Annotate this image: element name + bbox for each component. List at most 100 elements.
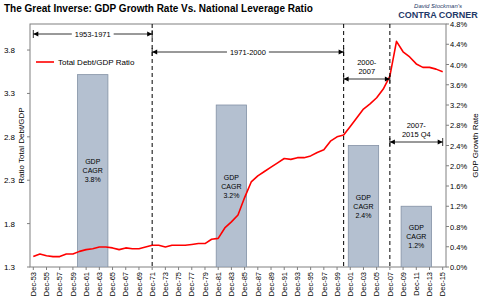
x-tick-label: Dec-89 bbox=[267, 272, 276, 296]
x-tick bbox=[125, 267, 126, 270]
y2-tick-label: 4.8% bbox=[450, 20, 467, 29]
x-tick-label: Dec-65 bbox=[108, 272, 117, 296]
x-tick-label: Dec-81 bbox=[214, 272, 223, 296]
bar-name-label: CAGR bbox=[83, 167, 103, 174]
arrow-head bbox=[339, 50, 344, 55]
y2-tick bbox=[446, 145, 449, 146]
x-tick-label: Dec-85 bbox=[240, 272, 249, 296]
y2-tick bbox=[446, 246, 449, 247]
x-tick-label: Dec-09 bbox=[399, 272, 408, 296]
y2-tick bbox=[446, 226, 449, 227]
x-tick-label: Dec-87 bbox=[254, 272, 263, 296]
x-tick bbox=[376, 267, 377, 270]
bar-name-label: GDP bbox=[85, 158, 101, 165]
x-tick-label: Dec-79 bbox=[201, 272, 210, 296]
annotation-label: 2007-2015 Q4 bbox=[402, 121, 431, 139]
x-tick bbox=[442, 267, 443, 270]
x-tick bbox=[429, 267, 430, 270]
y-axis-title: Ratio Total Debt/GDP bbox=[17, 107, 26, 183]
x-tick bbox=[363, 267, 364, 270]
arrow-head bbox=[438, 140, 443, 145]
x-tick bbox=[46, 267, 47, 270]
arrow-head bbox=[344, 77, 349, 82]
bar-name-label: GDP bbox=[356, 194, 372, 201]
x-tick bbox=[297, 267, 298, 270]
y2-tick-label: 2.4% bbox=[450, 142, 467, 151]
title: The Great Inverse: GDP Growth Rate Vs. N… bbox=[4, 3, 313, 14]
x-tick bbox=[204, 267, 205, 270]
y-tick-label: 2.8 bbox=[4, 133, 16, 142]
plot-marks bbox=[33, 41, 442, 267]
x-tick-label: Dec-15 bbox=[438, 272, 447, 296]
bar-name-label: GDP bbox=[224, 174, 240, 181]
period-arrow bbox=[390, 142, 443, 143]
legend-label: Total Debt/GDP Ratio bbox=[58, 58, 135, 67]
x-tick bbox=[350, 267, 351, 270]
x-tick-label: Dec-03 bbox=[359, 272, 368, 296]
x-tick-label: Dec-75 bbox=[174, 272, 183, 296]
x-tick-label: Dec-13 bbox=[425, 272, 434, 296]
bar bbox=[216, 105, 246, 267]
x-tick-label: Dec-11 bbox=[412, 272, 421, 296]
y-tick bbox=[27, 180, 30, 181]
x-tick-label: Dec-95 bbox=[306, 272, 315, 296]
period-divider bbox=[389, 24, 390, 267]
y2-tick bbox=[446, 105, 449, 106]
y-tick-label: 1.3 bbox=[4, 263, 16, 272]
x-tick bbox=[244, 267, 245, 270]
bar-name-label: CAGR bbox=[406, 233, 426, 240]
x-tick-label: Dec-71 bbox=[148, 272, 157, 296]
y2-tick bbox=[446, 267, 449, 268]
period-arrow bbox=[344, 79, 390, 80]
x-tick bbox=[72, 267, 73, 270]
arrow-head bbox=[147, 32, 152, 37]
x-tick bbox=[271, 267, 272, 270]
x-tick bbox=[112, 267, 113, 270]
legend-swatch bbox=[36, 61, 54, 63]
y-tick-label: 1.8 bbox=[4, 220, 16, 229]
bar-name-label: GDP bbox=[409, 224, 425, 231]
x-tick-label: Dec-05 bbox=[372, 272, 381, 296]
x-tick bbox=[257, 267, 258, 270]
x-tick bbox=[33, 267, 34, 270]
bar-value-label: 3.2% bbox=[223, 192, 239, 199]
y2-tick-label: 1.6% bbox=[450, 182, 467, 191]
y2-axis-title: GDP Growth Rate bbox=[471, 113, 480, 178]
x-tick bbox=[178, 267, 179, 270]
x-tick bbox=[389, 267, 390, 270]
bar-value-label: 2.4% bbox=[355, 212, 371, 219]
bar-name-label: CAGR bbox=[221, 183, 241, 190]
x-tick-label: Dec-63 bbox=[95, 272, 104, 296]
arrow-head bbox=[390, 140, 395, 145]
y2-tick-label: 1.2% bbox=[450, 202, 467, 211]
x-tick bbox=[99, 267, 100, 270]
x-tick-label: Dec-57 bbox=[55, 272, 64, 296]
y-tick bbox=[27, 93, 30, 94]
y2-tick bbox=[446, 64, 449, 65]
y2-tick-label: 3.2% bbox=[450, 101, 467, 110]
y2-tick-label: 0.0% bbox=[450, 263, 467, 272]
y2-tick bbox=[446, 24, 449, 25]
y2-tick-label: 4.0% bbox=[450, 61, 467, 70]
y2-tick bbox=[446, 165, 449, 166]
x-tick-label: Dec-55 bbox=[42, 272, 51, 296]
y2-tick-label: 4.4% bbox=[450, 40, 467, 49]
y2-tick bbox=[446, 186, 449, 187]
x-tick bbox=[323, 267, 324, 270]
y-tick bbox=[27, 223, 30, 224]
y-tick bbox=[27, 50, 30, 51]
annotation-bg bbox=[72, 29, 114, 39]
x-tick bbox=[59, 267, 60, 270]
y2-tick bbox=[446, 84, 449, 85]
x-tick bbox=[310, 267, 311, 270]
y-tick bbox=[27, 136, 30, 137]
annotation-label: 1971-2000 bbox=[230, 48, 266, 57]
arrow-head bbox=[33, 32, 38, 37]
chart-svg: The Great Inverse: GDP Growth Rate Vs. N… bbox=[0, 0, 480, 305]
x-tick bbox=[191, 267, 192, 270]
bar-name-label: CAGR bbox=[353, 203, 373, 210]
annotations: 1953-19711971-20002000-20072007-2015 Q4 bbox=[33, 24, 442, 267]
x-tick-label: Dec-73 bbox=[161, 272, 170, 296]
x-tick bbox=[86, 267, 87, 270]
x-tick bbox=[218, 267, 219, 270]
